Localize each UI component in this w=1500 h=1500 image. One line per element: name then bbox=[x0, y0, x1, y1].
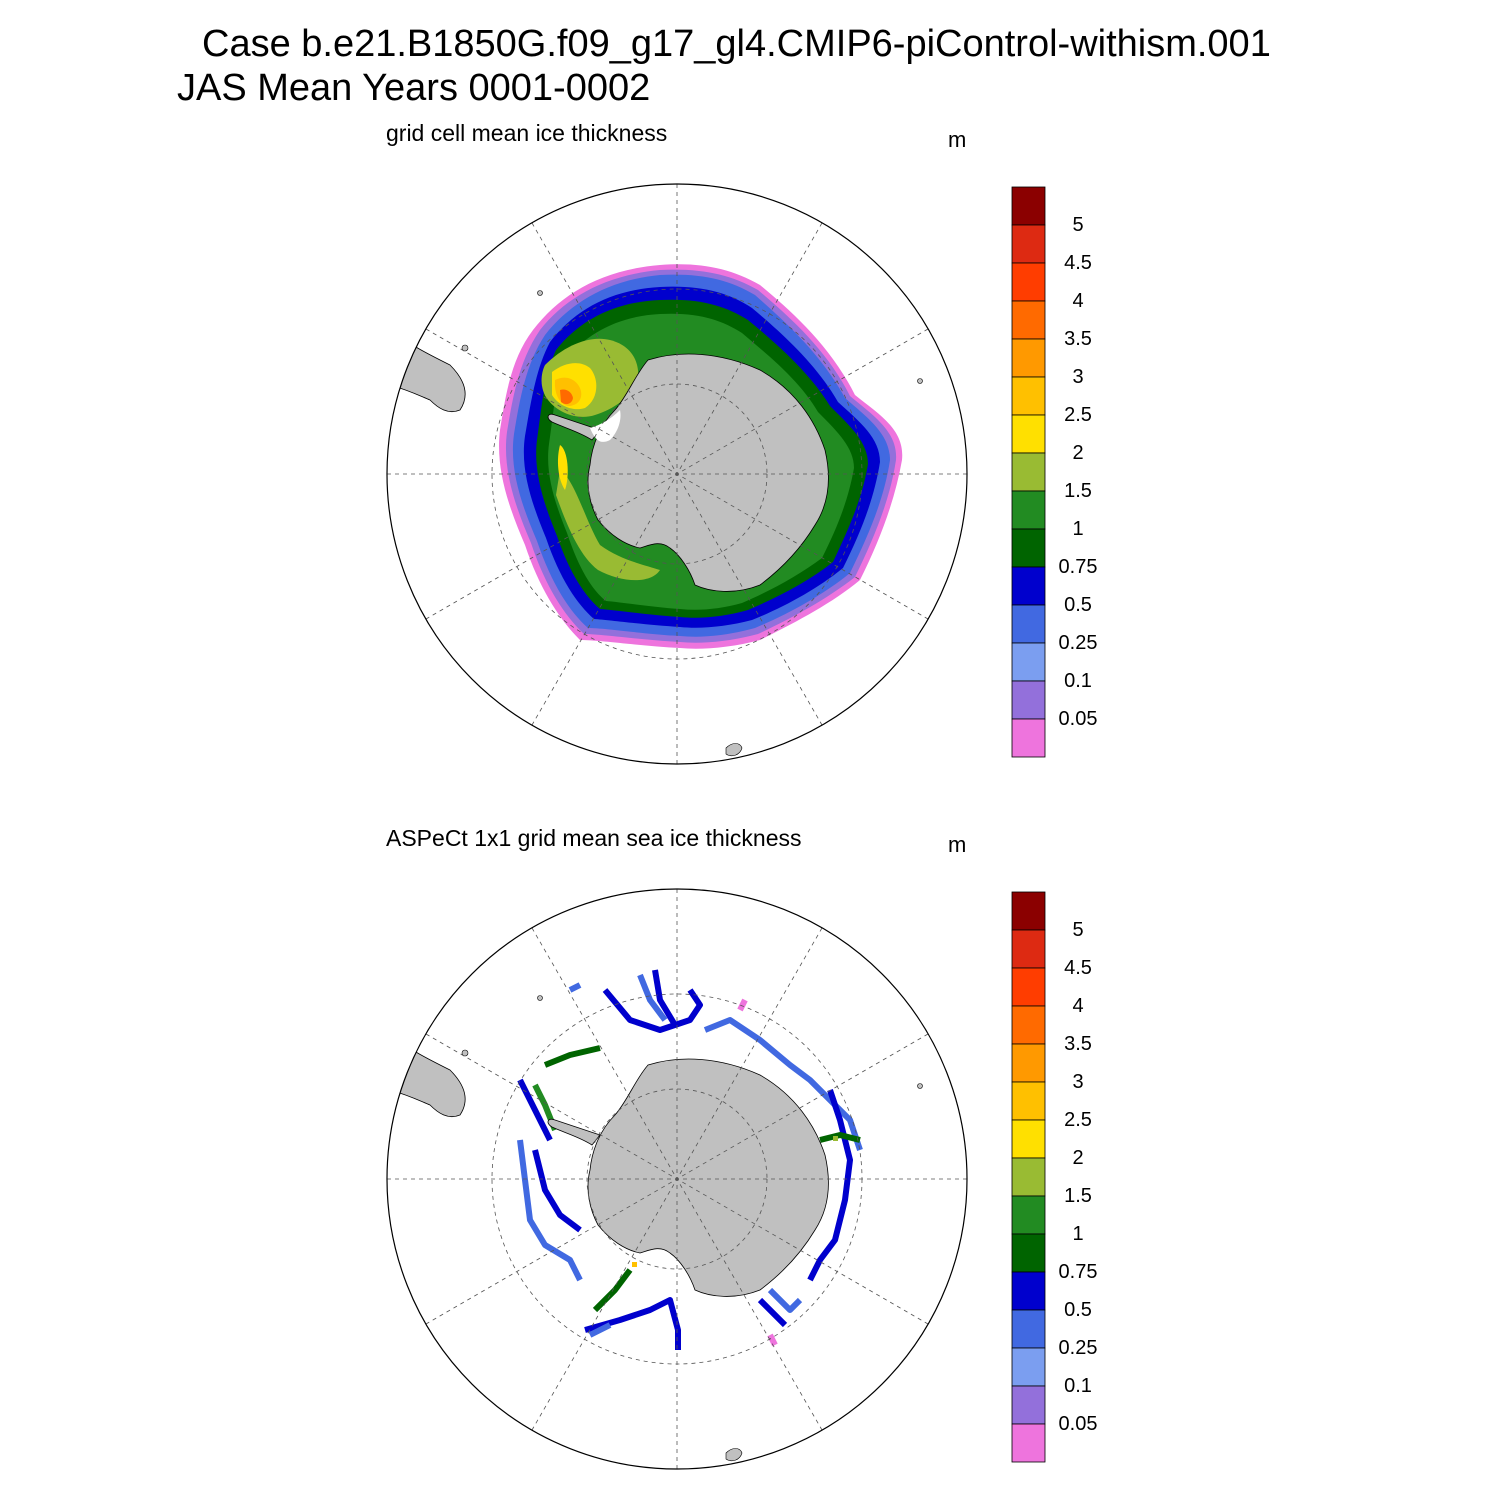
map-boundary-obs bbox=[386, 888, 968, 1470]
ice-band-3.5 bbox=[560, 389, 573, 405]
colorbar-tick-label: 0.5 bbox=[1064, 594, 1092, 616]
colorbar-tick-label: 4.5 bbox=[1064, 252, 1092, 274]
falkland-islands bbox=[461, 344, 469, 352]
colorbar-tick-label: 3.5 bbox=[1064, 328, 1092, 350]
colorbar-tick-label: 1 bbox=[1072, 1223, 1084, 1245]
colorbar-tick-label: 2.5 bbox=[1064, 404, 1092, 426]
colorbar-swatch bbox=[1011, 566, 1046, 606]
colorbar-tick-label: 0.05 bbox=[1058, 1413, 1098, 1435]
antarctic-peninsula-obs bbox=[547, 1118, 601, 1146]
colorbar-tick-label: 4.5 bbox=[1064, 957, 1092, 979]
units-label-obs: m bbox=[948, 832, 967, 857]
new-zealand-land-obs bbox=[725, 1448, 743, 1462]
ice-band-yellow-west bbox=[557, 445, 568, 490]
colorbar-swatch bbox=[1011, 967, 1046, 1007]
map-panel-model bbox=[386, 183, 968, 765]
antarctic-peninsula bbox=[547, 413, 601, 441]
colorbar-swatch bbox=[1011, 1309, 1046, 1349]
ship-tracks bbox=[517, 969, 863, 1350]
colorbar-tick-label: 2 bbox=[1072, 1147, 1084, 1169]
colorbar-tick-label: 5 bbox=[1072, 214, 1084, 236]
colorbar-tick-label: 3 bbox=[1072, 1071, 1084, 1093]
colorbar-swatch bbox=[1011, 929, 1046, 969]
colorbar-swatch bbox=[1011, 604, 1046, 644]
ice-shelf bbox=[590, 410, 621, 442]
south-georgia-island-obs bbox=[537, 995, 543, 1001]
colorbar-tick-label: 0.5 bbox=[1064, 1299, 1092, 1321]
antarctica-land-obs bbox=[587, 1058, 829, 1297]
colorbar-tick-label: 1.5 bbox=[1064, 1185, 1092, 1207]
colorbar-tick-label: 1 bbox=[1072, 518, 1084, 540]
colorbar-swatch bbox=[1011, 300, 1046, 340]
map-panel-obs bbox=[386, 888, 968, 1470]
colorbar-swatch bbox=[1011, 1081, 1046, 1121]
colorbar-tick-label: 0.1 bbox=[1064, 670, 1092, 692]
colorbar-swatch bbox=[1011, 414, 1046, 454]
colorbar-tick-label: 0.75 bbox=[1058, 1261, 1098, 1283]
track-point-medium bbox=[833, 1136, 838, 1141]
colorbar-swatch bbox=[1011, 680, 1046, 720]
colorbar-swatch bbox=[1011, 1385, 1046, 1425]
colorbar-swatch bbox=[1011, 1157, 1046, 1197]
map-boundary bbox=[386, 183, 968, 765]
colorbar-tick-label: 5 bbox=[1072, 919, 1084, 941]
colorbar-swatch bbox=[1011, 1233, 1046, 1273]
colorbar-swatch bbox=[1011, 490, 1046, 530]
case-title: Case b.e21.B1850G.f09_g17_gl4.CMIP6-piCo… bbox=[202, 23, 1271, 65]
colorbar-tick-label: 0.75 bbox=[1058, 556, 1098, 578]
colorbar-swatch bbox=[1011, 528, 1046, 568]
south-america-land bbox=[389, 329, 466, 413]
colorbar-swatch bbox=[1011, 1195, 1046, 1235]
new-zealand-land bbox=[725, 743, 743, 757]
colorbar-swatch bbox=[1011, 224, 1046, 264]
antarctica-land bbox=[587, 353, 829, 592]
units-label-model: m bbox=[948, 127, 967, 152]
colorbar-tick-label: 4 bbox=[1072, 995, 1084, 1017]
colorbar-swatch bbox=[1011, 891, 1046, 931]
colorbar-model bbox=[1011, 186, 1046, 758]
colorbar-swatch bbox=[1011, 1347, 1046, 1387]
colorbar-tick-label: 3.5 bbox=[1064, 1033, 1092, 1055]
gridlines-obs bbox=[387, 889, 967, 1469]
colorbar-swatch bbox=[1011, 186, 1046, 226]
colorbar-obs bbox=[1011, 891, 1046, 1463]
colorbar-tick-label: 3 bbox=[1072, 366, 1084, 388]
south-america-land-obs bbox=[389, 1034, 466, 1118]
colorbar-tick-label: 0.25 bbox=[1058, 1337, 1098, 1359]
panel-title-obs: ASPeCt 1x1 grid mean sea ice thickness bbox=[386, 825, 802, 851]
colorbar-swatch bbox=[1011, 1005, 1046, 1045]
south-georgia-island bbox=[537, 290, 543, 296]
panel-title-model: grid cell mean ice thickness bbox=[386, 120, 668, 146]
colorbar-tick-label: 0.25 bbox=[1058, 632, 1098, 654]
colorbar-tick-label: 0.1 bbox=[1064, 1375, 1092, 1397]
colorbar-swatch bbox=[1011, 1271, 1046, 1311]
colorbar-swatch bbox=[1011, 376, 1046, 416]
colorbar-swatch bbox=[1011, 1423, 1046, 1463]
kerguelen-islands-obs bbox=[917, 1083, 923, 1089]
kerguelen-islands bbox=[917, 378, 923, 384]
colorbar-swatch bbox=[1011, 262, 1046, 302]
colorbar-tick-label: 2.5 bbox=[1064, 1109, 1092, 1131]
period-title: JAS Mean Years 0001-0002 bbox=[177, 67, 651, 109]
track-point-thick bbox=[632, 1262, 637, 1267]
colorbar-tick-label: 1.5 bbox=[1064, 480, 1092, 502]
colorbar-swatch bbox=[1011, 642, 1046, 682]
colorbar-tick-label: 0.05 bbox=[1058, 708, 1098, 730]
colorbar-swatch bbox=[1011, 452, 1046, 492]
colorbar-tick-label: 4 bbox=[1072, 290, 1084, 312]
falkland-islands-obs bbox=[461, 1049, 469, 1057]
colorbar-swatch bbox=[1011, 338, 1046, 378]
gridlines bbox=[387, 184, 967, 764]
colorbar-tick-label: 2 bbox=[1072, 442, 1084, 464]
colorbar-swatch bbox=[1011, 718, 1046, 758]
colorbar-swatch bbox=[1011, 1043, 1046, 1083]
colorbar-swatch bbox=[1011, 1119, 1046, 1159]
